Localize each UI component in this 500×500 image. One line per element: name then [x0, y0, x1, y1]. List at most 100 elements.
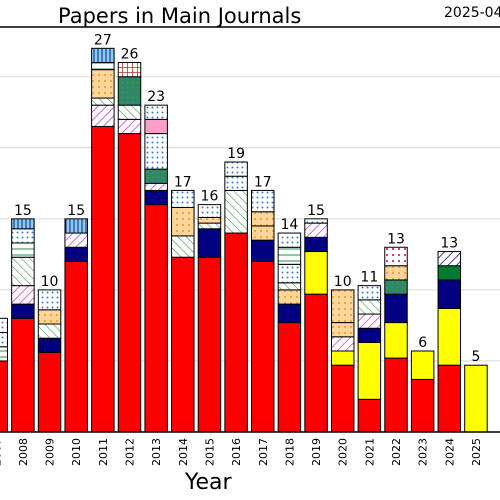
bar-total-label: 10 [334, 274, 352, 290]
bar-total-label: 13 [440, 236, 458, 252]
bar-segment-hatch [118, 119, 141, 134]
bar-segment-hatch [64, 233, 88, 248]
bar-segment-hatch [304, 218, 328, 224]
bar-total-label: 13 [387, 231, 405, 247]
bar-total-label: 10 [41, 274, 59, 290]
bar-segment-outline [171, 189, 195, 208]
bar-segment-hatch [331, 336, 354, 351]
bar-segment-hatch [304, 223, 328, 238]
bar-total-label: 5 [471, 349, 480, 365]
bar-2009 [37, 289, 62, 433]
bar-segment [198, 228, 221, 258]
bar-total-label: 14 [280, 217, 298, 233]
bar-segment [438, 279, 461, 309]
bar-segment-hatch [278, 282, 301, 290]
x-tick-label: 2014 [177, 438, 190, 466]
x-tick-label: 2023 [417, 438, 430, 466]
bar-segment [144, 190, 168, 205]
bar-segment [11, 318, 35, 432]
bar-total-label: 8 [0, 302, 1, 318]
bar-segment-hatch [11, 285, 35, 305]
bar-segment-hatch [118, 76, 141, 106]
bar-segment-hatch [278, 247, 301, 265]
bar-segment-hatch [331, 289, 354, 323]
bar-segment-hatch [11, 218, 35, 229]
bar-segment-outline [384, 246, 408, 267]
bar-segment-hatch [331, 322, 354, 337]
bar-segment [224, 233, 248, 432]
x-axis-label: Year [184, 470, 233, 495]
bar-segment [64, 247, 88, 262]
bar-segment [358, 328, 381, 343]
bar-2014 [171, 189, 195, 433]
bar-segment-hatch [0, 346, 8, 361]
bar-segment [438, 365, 461, 432]
bar-segment [11, 304, 35, 319]
bar-segment [384, 322, 408, 359]
bar-segment [331, 365, 354, 432]
bar-total-label: 15 [307, 203, 325, 219]
bar-total-label: 11 [360, 270, 378, 286]
bar-segment-outline [277, 232, 302, 248]
bar-segment-hatch [91, 98, 115, 106]
x-tick-labels: 2007 2008 2009 2010 2011 2012 2013 2014 2015 2016… [0, 438, 483, 466]
bar-segment-hatch [144, 183, 168, 191]
bar-segment-hatch [11, 257, 35, 286]
bar-segment [331, 351, 354, 366]
bar-segment-outline [117, 62, 142, 78]
bar-2023 [410, 350, 435, 433]
bar-segment-hatch [144, 105, 168, 120]
bar-segment [438, 308, 461, 366]
bar-total-label: 17 [174, 174, 192, 190]
bar-segment-hatch [38, 324, 61, 339]
bar-segment-hatch [224, 162, 248, 177]
bar-segment [358, 399, 381, 432]
bar-segment [64, 261, 88, 432]
bar-2011 [91, 47, 115, 433]
bar-2017 [251, 189, 275, 433]
bar-segment-hatch [278, 233, 301, 248]
bar-segment [384, 358, 408, 432]
bars [0, 47, 488, 433]
bar-2007 [0, 317, 8, 433]
x-tick-label: 2012 [124, 438, 137, 466]
bar-segment [38, 338, 61, 353]
bar-segment-hatch [251, 211, 274, 226]
bar-total-label: 16 [201, 189, 219, 205]
x-tick-label: 2010 [70, 438, 83, 466]
bar-2020 [330, 289, 355, 433]
bar-segment-outline [437, 251, 462, 267]
bar-segment [304, 251, 328, 295]
bar-2018 [277, 232, 302, 433]
bar-2010 [64, 218, 88, 433]
bar-total-label: 27 [94, 32, 112, 48]
bar-segment-hatch [91, 48, 115, 63]
bar-segment-hatch [251, 225, 274, 241]
bar-segment-outline [0, 332, 8, 348]
bar-segment [144, 204, 168, 432]
bar-2008 [11, 218, 35, 433]
bar-2024 [437, 251, 462, 433]
bar-segment [304, 294, 328, 432]
bar-segment-hatch [198, 217, 221, 224]
bar-segment [144, 119, 168, 134]
bar-segment-hatch [11, 243, 35, 258]
x-tick-label: 2011 [97, 438, 110, 466]
bar-segment-outline [11, 218, 35, 230]
bar-segment-hatch [91, 105, 115, 127]
x-tick-label: 2007 [0, 438, 3, 466]
x-tick-label: 2019 [310, 438, 323, 466]
bar-segment-outline [251, 189, 275, 213]
bar-total-label: 19 [227, 146, 245, 162]
bar-segment [358, 342, 381, 400]
bar-segment-outline [0, 317, 8, 334]
bar-segment-hatch [91, 69, 115, 99]
bar-segment [278, 304, 301, 323]
bar-2021 [357, 285, 382, 433]
bar-2025 [464, 364, 488, 433]
bar-2012 [117, 62, 142, 433]
bar-segment-hatch [384, 247, 408, 266]
bar-2019 [304, 218, 328, 433]
bar-segment-hatch [384, 279, 408, 295]
x-tick-label: 2013 [150, 438, 163, 466]
